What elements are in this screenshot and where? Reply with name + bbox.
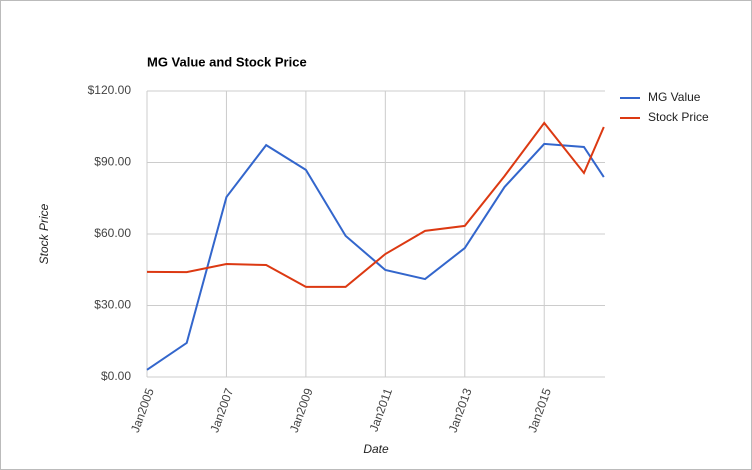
y-tick-label: $90.00 [94,155,131,169]
y-tick-label: $0.00 [101,369,131,383]
y-tick-label: $120.00 [88,83,132,97]
y-tick-label: $60.00 [94,226,131,240]
y-axis-label: Stock Price [37,203,51,264]
legend-label: MG Value [648,90,701,104]
legend-label: Stock Price [648,110,709,124]
series-line [146,142,605,371]
chart-title: MG Value and Stock Price [147,54,307,69]
y-tick-label: $30.00 [94,298,131,312]
series-line [146,121,605,288]
x-axis-label: Date [363,442,389,456]
